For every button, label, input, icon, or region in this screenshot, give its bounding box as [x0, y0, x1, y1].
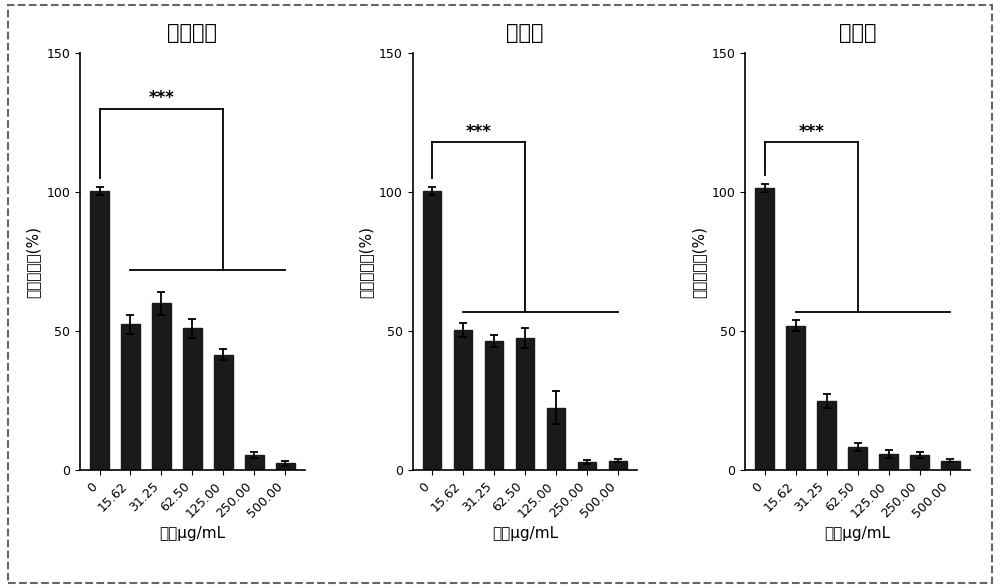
Bar: [214, 355, 233, 470]
X-axis label: 多酟μg/mL: 多酟μg/mL: [492, 526, 558, 541]
Bar: [485, 341, 503, 470]
Bar: [609, 460, 627, 470]
Bar: [152, 303, 171, 470]
Bar: [516, 338, 534, 470]
Bar: [454, 330, 472, 470]
Bar: [879, 454, 898, 470]
Bar: [941, 460, 960, 470]
X-axis label: 多酟μg/mL: 多酟μg/mL: [159, 526, 225, 541]
Bar: [817, 401, 836, 470]
Bar: [423, 191, 441, 470]
Bar: [578, 462, 596, 470]
Bar: [121, 324, 140, 470]
Bar: [245, 455, 264, 470]
Bar: [183, 329, 202, 470]
Bar: [910, 455, 929, 470]
Title: 未处理组: 未处理组: [167, 23, 217, 43]
Text: ***: ***: [466, 122, 492, 141]
Bar: [276, 463, 295, 470]
Bar: [755, 188, 774, 470]
Text: ***: ***: [798, 122, 824, 141]
Y-axis label: 细胞存活率(%): 细胞存活率(%): [358, 226, 373, 298]
Y-axis label: 细胞存活率(%): 细胞存活率(%): [691, 226, 706, 298]
Title: 解吸组: 解吸组: [839, 23, 876, 43]
Bar: [848, 447, 867, 470]
X-axis label: 多酟μg/mL: 多酟μg/mL: [825, 526, 891, 541]
Bar: [90, 191, 109, 470]
Text: ***: ***: [148, 89, 174, 107]
Bar: [786, 326, 805, 470]
Y-axis label: 细胞存活率(%): 细胞存活率(%): [26, 226, 41, 298]
Bar: [547, 408, 565, 470]
Title: 吸附组: 吸附组: [506, 23, 544, 43]
